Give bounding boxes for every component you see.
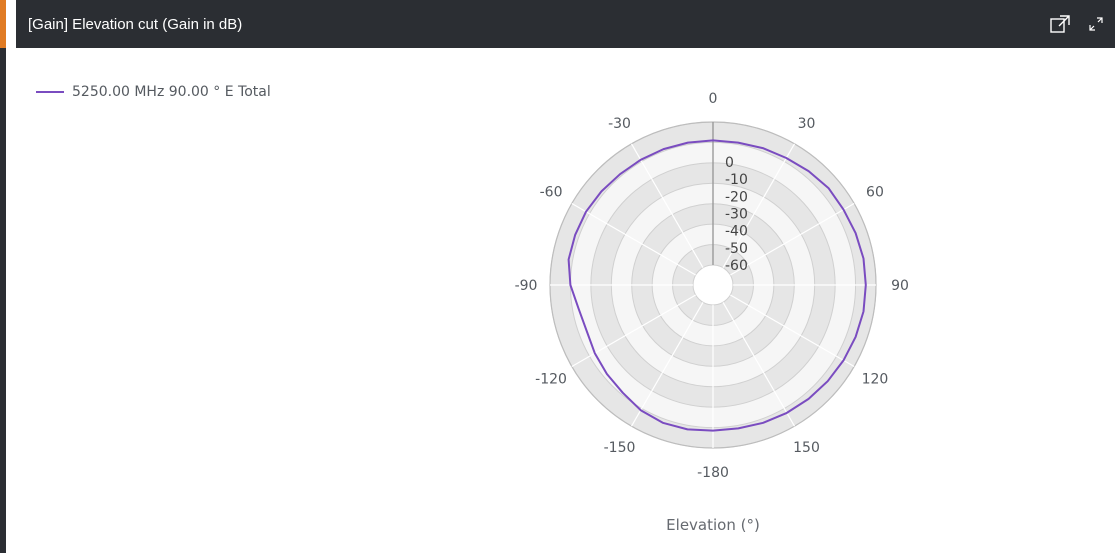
polar-spoke: [730, 202, 855, 276]
angle-tick-label: -150: [604, 440, 636, 456]
panel-title: [Gain] Elevation cut (Gain in dB): [28, 15, 243, 33]
angle-tick-label: 90: [891, 278, 909, 294]
radial-tick-label: -50: [725, 241, 748, 257]
polar-spoke: [571, 202, 696, 276]
popout-icon[interactable]: [1047, 11, 1073, 37]
polar-spoke: [630, 143, 704, 268]
radial-tick-label: -20: [725, 189, 748, 205]
radial-tick-label: -10: [725, 172, 748, 188]
expand-icon[interactable]: [1083, 11, 1109, 37]
angle-tick-label: 120: [862, 372, 889, 388]
chart-legend[interactable]: 5250.00 MHz 90.00 ° E Total: [36, 84, 271, 100]
angle-tick-label: -30: [608, 116, 631, 132]
left-edge-bar: [0, 0, 6, 553]
polar-spoke: [722, 143, 796, 268]
angle-tick-label: -180: [697, 465, 729, 481]
radial-tick-label: -40: [725, 224, 748, 240]
polar-spoke: [571, 294, 696, 368]
legend-label: 5250.00 MHz 90.00 ° E Total: [72, 84, 271, 100]
x-axis-label: Elevation (°): [666, 516, 760, 534]
panel-header: [Gain] Elevation cut (Gain in dB): [16, 0, 1115, 48]
angle-tick-label: 60: [866, 185, 884, 201]
polar-spoke: [730, 294, 855, 368]
radial-tick-label: -30: [725, 207, 748, 223]
legend-line-swatch: [36, 91, 64, 93]
angle-tick-label: -120: [535, 372, 567, 388]
header-actions: [1047, 11, 1115, 37]
polar-spoke: [630, 302, 704, 427]
angle-tick-label: -60: [540, 185, 563, 201]
series-line: [567, 139, 867, 432]
left-accent-bar: [0, 0, 6, 48]
radial-tick-label: -60: [725, 258, 748, 274]
angle-tick-label: -90: [515, 278, 538, 294]
polar-spoke: [722, 302, 796, 427]
angle-tick-label: 30: [798, 116, 816, 132]
angle-tick-label: 0: [709, 91, 718, 107]
angle-tick-label: 150: [793, 440, 820, 456]
radial-tick-label: 0: [725, 155, 734, 171]
